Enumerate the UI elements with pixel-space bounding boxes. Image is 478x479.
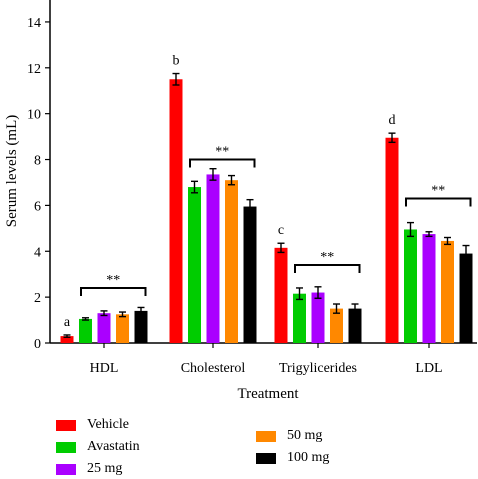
x-tick-label: Cholesterol bbox=[181, 361, 246, 376]
letter-annotation: c bbox=[278, 223, 284, 238]
bar bbox=[225, 180, 238, 343]
significance-label: ** bbox=[320, 250, 334, 265]
legend: Vehicle Avastatin 25 mg 50 mg 100 mg bbox=[56, 414, 456, 476]
significance-bracket bbox=[80, 286, 147, 296]
significance-bracket bbox=[405, 197, 472, 207]
letter-annotation: a bbox=[64, 315, 71, 330]
legend-item: 25 mg bbox=[56, 460, 122, 478]
legend-item: 50 mg bbox=[256, 427, 322, 445]
bar bbox=[169, 79, 183, 344]
legend-item: 100 mg bbox=[256, 449, 329, 467]
legend-swatch bbox=[256, 430, 276, 442]
legend-swatch bbox=[56, 463, 76, 475]
legend-label: Avastatin bbox=[87, 439, 140, 454]
bar bbox=[311, 292, 325, 343]
significance-bracket bbox=[189, 158, 256, 168]
bar bbox=[60, 336, 74, 343]
letter-annotation: d bbox=[389, 113, 396, 128]
legend-label: 50 mg bbox=[287, 428, 323, 443]
bar bbox=[404, 229, 417, 343]
legend-swatch bbox=[256, 452, 276, 464]
bar bbox=[116, 314, 129, 343]
bar bbox=[134, 310, 148, 343]
y-tick-label: 8 bbox=[34, 154, 41, 169]
bar bbox=[243, 206, 257, 343]
bar bbox=[348, 308, 362, 343]
bar bbox=[441, 240, 454, 343]
bar bbox=[422, 234, 436, 343]
legend-item: Avastatin bbox=[56, 438, 140, 456]
legend-item: Vehicle bbox=[56, 416, 129, 434]
x-tick-label: HDL bbox=[90, 361, 119, 376]
significance-bracket bbox=[294, 264, 361, 274]
bar bbox=[97, 313, 111, 343]
significance-label: ** bbox=[215, 145, 229, 160]
bar bbox=[188, 187, 201, 343]
y-tick-label: 12 bbox=[27, 62, 41, 77]
significance-label: ** bbox=[106, 273, 120, 288]
legend-swatch bbox=[56, 419, 76, 431]
bar bbox=[293, 293, 306, 343]
bar bbox=[330, 308, 343, 343]
y-tick-label: 2 bbox=[34, 291, 41, 306]
y-tick-label: 4 bbox=[34, 245, 41, 260]
y-axis-label: Serum levels (mL) bbox=[4, 115, 20, 227]
x-tick-label: Trigylicerides bbox=[279, 361, 357, 376]
legend-label: 25 mg bbox=[87, 461, 123, 476]
y-tick-label: 10 bbox=[27, 108, 41, 123]
legend-swatch bbox=[56, 441, 76, 453]
legend-label: Vehicle bbox=[87, 417, 129, 432]
x-axis-label: Treatment bbox=[237, 386, 299, 402]
letter-annotation: b bbox=[173, 54, 180, 69]
bar bbox=[274, 247, 288, 343]
bar bbox=[206, 174, 220, 343]
legend-label: 100 mg bbox=[287, 450, 330, 465]
significance-label: ** bbox=[431, 184, 445, 199]
bar bbox=[385, 137, 399, 343]
bar bbox=[79, 318, 92, 343]
y-tick-label: 6 bbox=[34, 199, 41, 214]
y-tick-label: 14 bbox=[27, 16, 41, 31]
bar bbox=[459, 253, 473, 343]
y-tick-label: 0 bbox=[34, 337, 41, 352]
x-tick-label: LDL bbox=[415, 361, 442, 376]
